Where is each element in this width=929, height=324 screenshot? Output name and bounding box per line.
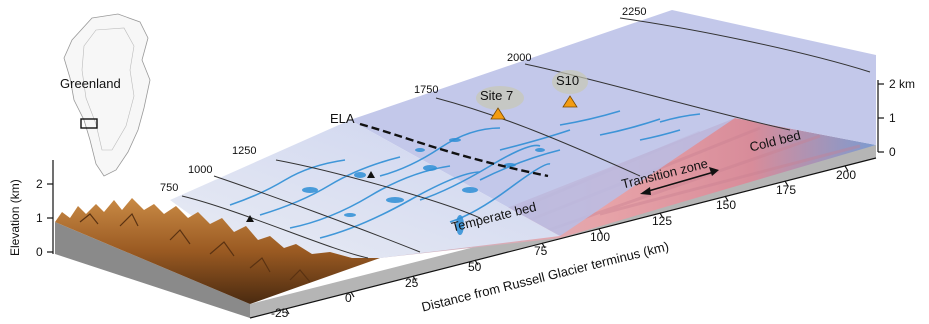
x-tick-50: 50	[468, 260, 482, 274]
contour-label-750: 750	[160, 182, 179, 194]
greenland-label: Greenland	[60, 76, 121, 91]
x-tick-200: 200	[836, 168, 857, 182]
study-area-box	[80, 118, 98, 129]
x-tick-125: 125	[652, 214, 673, 228]
terrain-ridges	[79, 212, 311, 283]
x-tick-175: 175	[776, 183, 797, 197]
elev-tick-2: 2	[36, 177, 43, 191]
marker-triangle	[367, 171, 375, 178]
contour-label-1250: 1250	[232, 145, 257, 157]
site-7-marker	[490, 107, 506, 120]
marker-triangle	[246, 215, 254, 222]
x-tick-100: 100	[590, 230, 611, 244]
left-elevation-axis	[47, 160, 54, 254]
right-tick-2km: 2 km	[889, 77, 916, 91]
elevation-axis-title: Elevation (km)	[8, 179, 22, 256]
x-tick-25: 25	[405, 276, 419, 290]
distance-axis	[249, 157, 877, 319]
ela-label: ELA	[330, 111, 355, 126]
x-tick-75: 75	[534, 244, 548, 258]
site-7-label: Site 7	[480, 88, 514, 103]
greenland-inset-map	[63, 13, 151, 177]
x-tick--25: -25	[271, 306, 289, 320]
greenland-outline	[63, 13, 151, 177]
right-tick-0: 0	[889, 145, 896, 159]
ela-line	[359, 122, 549, 178]
transition-arrowhead-right	[709, 167, 719, 176]
s10-halo	[552, 70, 588, 94]
elev-tick-1: 1	[36, 211, 43, 225]
transition-arrowhead-left	[640, 187, 651, 195]
right-elevation-axis	[877, 80, 884, 153]
contour-label-2250: 2250	[622, 6, 647, 18]
block-front-face	[55, 222, 250, 318]
contour-label-1750: 1750	[414, 84, 439, 96]
contour-label-1000: 1000	[188, 164, 213, 176]
meltwater-network	[229, 110, 701, 239]
right-tick-1: 1	[889, 111, 896, 125]
s10-label: S10	[556, 73, 580, 88]
x-tick-150: 150	[716, 198, 737, 212]
contour-label-2000: 2000	[507, 52, 532, 64]
elev-tick-0: 0	[36, 245, 43, 259]
terrain-margin	[55, 198, 380, 304]
site-7-halo	[476, 86, 524, 110]
s10-marker	[562, 95, 578, 108]
transition-arrow	[644, 171, 715, 193]
supraglacial-lakes	[302, 138, 545, 235]
x-tick-0: 0	[345, 291, 352, 305]
greenland-contour	[81, 27, 135, 151]
elevation-contours	[181, 17, 871, 259]
